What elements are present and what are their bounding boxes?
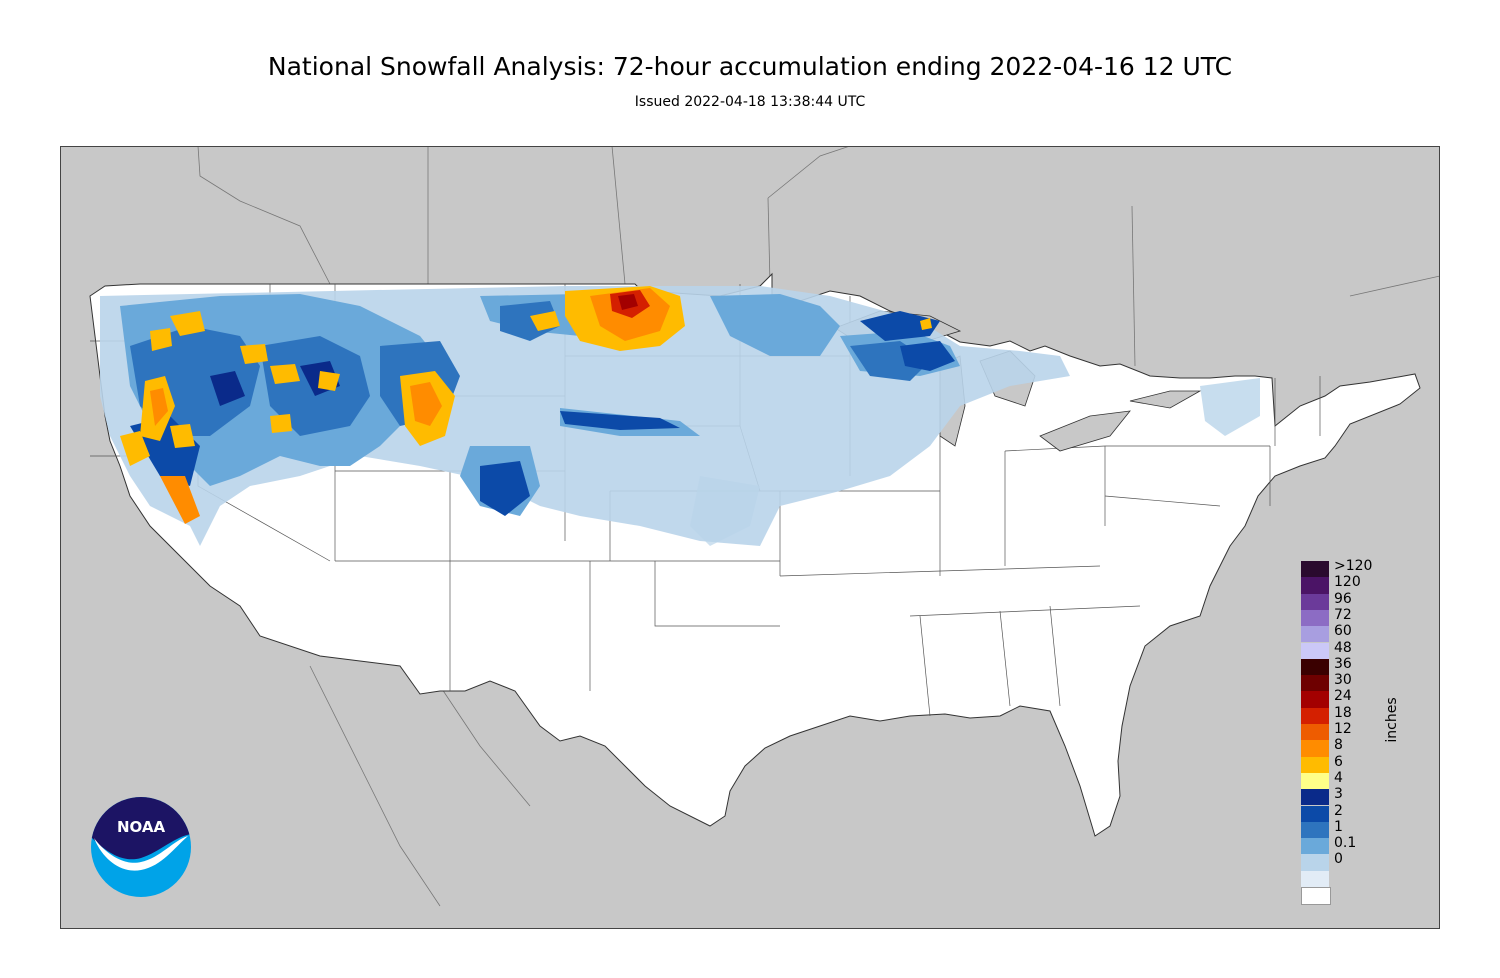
legend-swatch: [1301, 838, 1329, 855]
legend-swatch: [1301, 691, 1329, 708]
legend-label: >120: [1334, 558, 1373, 574]
logo-gull-icon: [94, 836, 188, 871]
legend-label: 0: [1334, 851, 1343, 868]
units-label: inches: [1382, 690, 1402, 750]
legend-swatch: [1301, 658, 1329, 676]
issued-timestamp: Issued 2022-04-18 13:38:44 UTC: [634, 94, 866, 110]
legend-swatch: [1301, 593, 1329, 610]
legend-label: 96: [1334, 590, 1352, 607]
legend-label: 30: [1334, 672, 1352, 689]
legend-label: 12: [1334, 721, 1352, 737]
legend-swatch: [1301, 805, 1329, 822]
snowfall-overlay: [100, 286, 1260, 546]
legend-label: 2: [1334, 802, 1343, 819]
legend-swatch: [1301, 675, 1329, 692]
legend-swatch: [1301, 870, 1329, 887]
legend-label: 6: [1334, 753, 1343, 770]
map-frame: [60, 146, 1440, 929]
legend-swatch: [1301, 789, 1329, 806]
legend-swatch: [1301, 724, 1329, 741]
map-title: National Snowfall Analysis: 72-hour accu…: [267, 52, 1233, 81]
legend-label: 0.1: [1334, 835, 1357, 852]
legend-label: 60: [1334, 623, 1352, 640]
legend-swatch: [1301, 577, 1329, 594]
logo-top: [91, 797, 191, 860]
legend-label: 4: [1334, 769, 1343, 786]
legend-label: 48: [1334, 639, 1352, 656]
legend-swatch: [1301, 609, 1329, 627]
legend-swatch: [1301, 772, 1329, 790]
legend-label: 24: [1334, 688, 1352, 705]
legend-swatch: [1301, 887, 1331, 906]
legend-swatch: [1301, 707, 1329, 724]
legend-swatch: [1301, 854, 1329, 871]
neighbor-borders: [197, 146, 1440, 907]
legend-label: 18: [1334, 704, 1352, 721]
legend-label: 120: [1334, 574, 1361, 591]
legend-label: 1: [1334, 818, 1343, 835]
snowfall-map: [60, 146, 1440, 929]
legend-swatch: [1301, 626, 1329, 643]
legend-swatch: [1301, 642, 1329, 659]
noaa-logo: NOAA: [90, 796, 192, 898]
legend-swatch: [1301, 561, 1329, 578]
legend-swatch: [1301, 756, 1329, 773]
legend-label: 3: [1334, 786, 1343, 803]
units-text: inches: [1384, 697, 1400, 743]
logo-text: NOAA: [117, 818, 166, 836]
legend-label: 36: [1334, 655, 1352, 672]
legend-label: 8: [1334, 737, 1343, 754]
legend-label: 72: [1334, 606, 1352, 623]
legend-swatch: [1301, 821, 1329, 839]
legend-swatch: [1301, 740, 1329, 757]
